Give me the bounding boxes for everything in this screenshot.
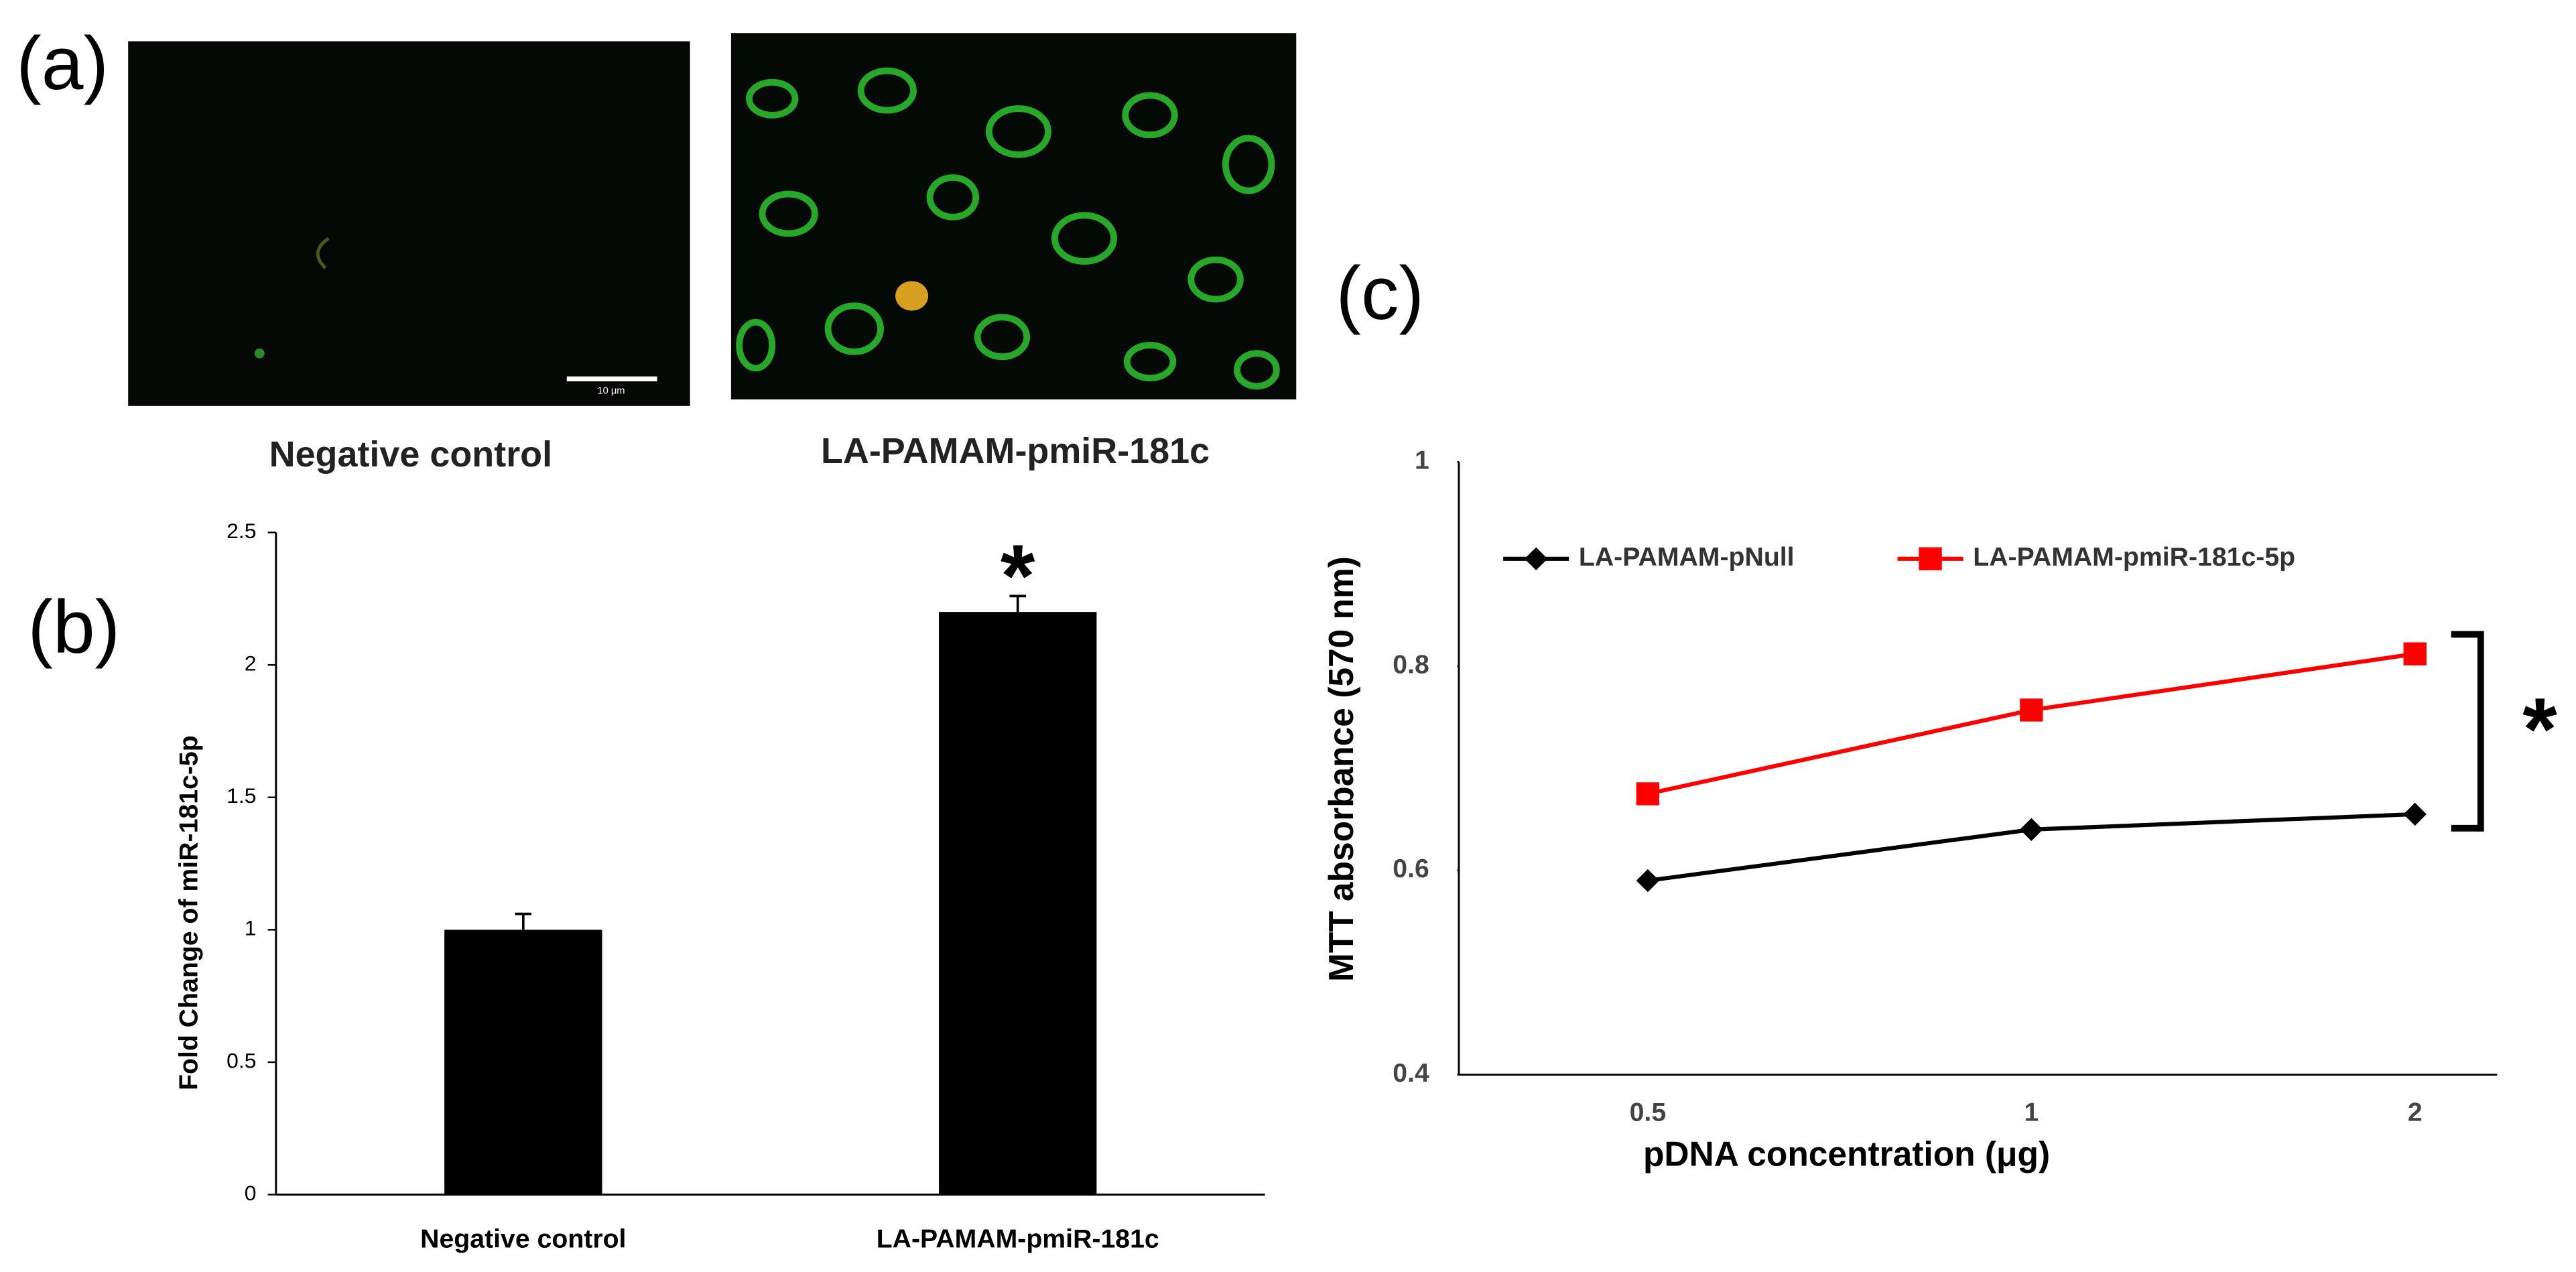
micrograph bbox=[730, 33, 1297, 399]
x-tick-label: Negative control bbox=[420, 1224, 626, 1254]
panel-label: (b) bbox=[27, 584, 120, 669]
x-tick-label: 2 bbox=[2408, 1098, 2423, 1127]
legend-marker bbox=[1919, 547, 1942, 570]
x-tick-label: LA-PAMAM-pmiR-181c bbox=[877, 1224, 1159, 1254]
image-caption: Negative control bbox=[269, 434, 552, 474]
x-tick-label: 0.5 bbox=[1630, 1098, 1667, 1127]
scale-bar-label: 10 μm bbox=[597, 386, 625, 397]
x-axis-label: pDNA concentration (μg) bbox=[1643, 1135, 2050, 1173]
legend-label: LA-PAMAM-pmiR-181c-5p bbox=[1973, 542, 2295, 572]
y-tick-label: 0 bbox=[245, 1181, 257, 1205]
y-tick-label: 1 bbox=[245, 916, 257, 940]
point bbox=[2020, 818, 2043, 841]
point bbox=[1636, 782, 1660, 806]
panel-label: (c) bbox=[1336, 251, 1425, 335]
point bbox=[2020, 698, 2043, 722]
y-tick-label: 2 bbox=[245, 651, 257, 676]
y-tick-label: 0.4 bbox=[1393, 1058, 1429, 1088]
y-tick-label: 1.5 bbox=[227, 783, 256, 808]
y-tick-label: 2.5 bbox=[227, 519, 256, 543]
legend-label: LA-PAMAM-pNull bbox=[1579, 542, 1795, 572]
y-tick-label: 0.5 bbox=[227, 1048, 256, 1072]
error-bar bbox=[1009, 594, 1026, 613]
point bbox=[2403, 642, 2427, 665]
point bbox=[1636, 869, 1660, 893]
y-axis-label: Fold Change of miR-181c-5p bbox=[174, 735, 204, 1090]
y-tick-label: 1 bbox=[1415, 445, 1429, 474]
error-bar bbox=[515, 912, 532, 930]
panel-label: (a) bbox=[16, 21, 109, 105]
y-tick-label: 0.8 bbox=[1393, 649, 1429, 679]
y-axis-label: MTT absorbance (570 nm) bbox=[1322, 556, 1360, 982]
significance-mark: * bbox=[2522, 680, 2557, 779]
micrograph: 10 μm bbox=[128, 41, 690, 406]
image-caption: LA-PAMAM-pmiR-181c bbox=[821, 431, 1210, 471]
point bbox=[2403, 802, 2427, 826]
y-tick-label: 0.6 bbox=[1393, 854, 1429, 883]
bar bbox=[939, 612, 1097, 1195]
significance-bracket bbox=[2451, 631, 2484, 832]
significance-mark: * bbox=[1001, 527, 1035, 626]
series-line bbox=[1647, 651, 2416, 796]
x-tick-label: 1 bbox=[2024, 1098, 2039, 1127]
legend-marker bbox=[1525, 547, 1548, 570]
bar bbox=[444, 930, 602, 1195]
